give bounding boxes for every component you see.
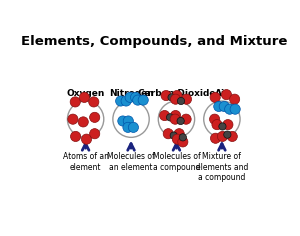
Text: Mixture of
elements and
a compound: Mixture of elements and a compound xyxy=(196,152,248,182)
Circle shape xyxy=(125,92,135,102)
Circle shape xyxy=(68,114,78,124)
Circle shape xyxy=(223,120,233,130)
Circle shape xyxy=(160,110,170,121)
Circle shape xyxy=(70,131,81,142)
Circle shape xyxy=(167,114,174,121)
Circle shape xyxy=(170,110,181,121)
Text: Oxygen: Oxygen xyxy=(66,89,105,98)
Circle shape xyxy=(90,112,100,122)
Text: Nitrogen: Nitrogen xyxy=(109,89,153,98)
Circle shape xyxy=(212,120,222,130)
Circle shape xyxy=(172,90,182,101)
Text: Atoms of an
element: Atoms of an element xyxy=(63,152,109,172)
Circle shape xyxy=(118,116,128,126)
Circle shape xyxy=(181,114,191,124)
Circle shape xyxy=(230,104,240,114)
Circle shape xyxy=(172,134,182,144)
Circle shape xyxy=(168,94,175,101)
Circle shape xyxy=(123,116,134,126)
Text: Molecules of
an element: Molecules of an element xyxy=(107,152,155,172)
Circle shape xyxy=(116,96,126,106)
Circle shape xyxy=(210,133,220,143)
Circle shape xyxy=(78,117,88,127)
Circle shape xyxy=(177,97,184,105)
Circle shape xyxy=(121,96,131,106)
Circle shape xyxy=(170,114,180,124)
Text: Molecules of
a compound: Molecules of a compound xyxy=(153,152,200,172)
Circle shape xyxy=(224,131,231,138)
Circle shape xyxy=(230,94,240,104)
Circle shape xyxy=(170,132,177,139)
Circle shape xyxy=(221,89,232,100)
Circle shape xyxy=(178,137,188,147)
Circle shape xyxy=(123,122,133,132)
Text: Elements, Compounds, and Mixture: Elements, Compounds, and Mixture xyxy=(21,35,287,48)
Circle shape xyxy=(210,92,220,102)
Circle shape xyxy=(128,122,139,132)
Circle shape xyxy=(79,92,89,102)
Text: Air: Air xyxy=(214,89,229,98)
Circle shape xyxy=(70,97,80,107)
Circle shape xyxy=(209,114,220,124)
Circle shape xyxy=(161,90,171,101)
Circle shape xyxy=(214,101,224,112)
Circle shape xyxy=(163,129,173,139)
Circle shape xyxy=(182,94,191,104)
Circle shape xyxy=(179,134,187,141)
Circle shape xyxy=(174,129,184,139)
Circle shape xyxy=(225,104,235,114)
Circle shape xyxy=(138,95,148,105)
Circle shape xyxy=(170,94,181,104)
Circle shape xyxy=(227,131,237,142)
Circle shape xyxy=(133,95,143,105)
Circle shape xyxy=(177,117,184,125)
Text: Carbon Dioxide: Carbon Dioxide xyxy=(138,89,215,98)
Circle shape xyxy=(218,131,227,142)
Circle shape xyxy=(81,134,92,144)
Circle shape xyxy=(89,97,99,107)
Circle shape xyxy=(219,123,226,130)
Circle shape xyxy=(90,129,100,139)
Circle shape xyxy=(219,101,229,112)
Circle shape xyxy=(130,92,141,102)
